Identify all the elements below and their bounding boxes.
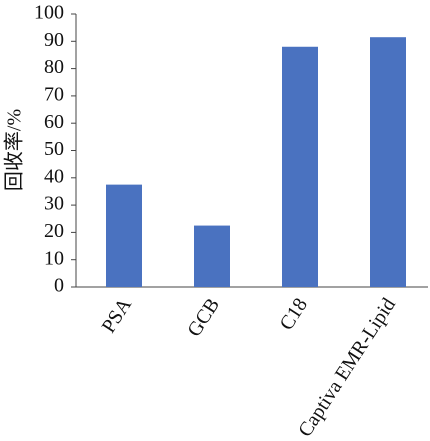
bar — [194, 225, 230, 287]
y-tick-label: 50 — [44, 138, 64, 160]
y-tick-label: 80 — [44, 56, 64, 78]
bar — [282, 46, 318, 288]
y-tick-label: 60 — [44, 111, 64, 133]
bar — [106, 184, 142, 287]
x-tick-label: Captiva EMR-Lipid — [294, 294, 400, 441]
x-tick-label: C18 — [275, 294, 312, 334]
y-tick-label: 0 — [54, 275, 64, 297]
x-tick-label: PSA — [98, 294, 137, 337]
y-tick-label: 100 — [34, 2, 64, 24]
y-tick-label: 20 — [44, 220, 64, 242]
x-tick-label: GCB — [183, 294, 224, 340]
y-tick-label: 90 — [44, 29, 64, 51]
bar — [370, 37, 406, 287]
y-tick-label: 10 — [44, 247, 64, 269]
y-tick-label: 40 — [44, 165, 64, 187]
y-axis-title: 回收率/% — [3, 109, 26, 191]
y-tick-label: 70 — [44, 83, 64, 105]
y-tick-label: 30 — [44, 193, 64, 215]
